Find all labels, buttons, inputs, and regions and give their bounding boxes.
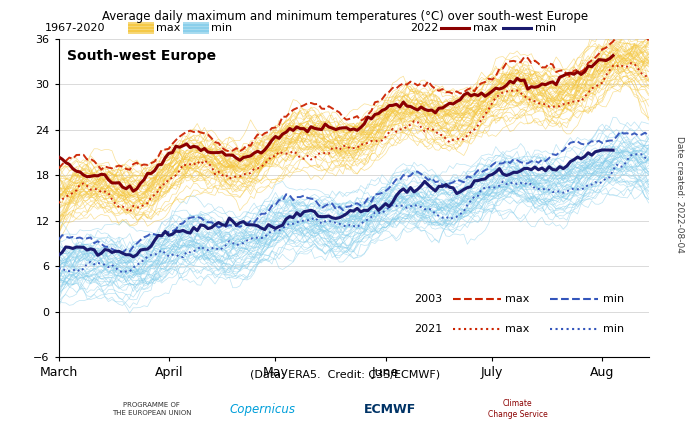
Text: 2003: 2003 [414,294,442,304]
Text: (Data: ERA5.  Credit: C3S/ECMWF): (Data: ERA5. Credit: C3S/ECMWF) [250,369,440,380]
Text: Copernicus: Copernicus [229,403,295,416]
Text: Date created: 2022-08-04: Date created: 2022-08-04 [675,136,684,253]
Text: 2022: 2022 [411,23,439,33]
Text: max: max [505,294,529,304]
Text: min: min [603,294,624,304]
FancyBboxPatch shape [128,22,154,34]
Text: ECMWF: ECMWF [364,403,416,416]
Text: 2021: 2021 [414,324,442,334]
Text: max: max [473,23,497,33]
Text: Climate
Change Service: Climate Change Service [488,399,547,419]
Text: min: min [535,23,557,33]
Text: 1967-2020: 1967-2020 [45,23,106,33]
Text: max: max [156,23,180,33]
Text: PROGRAMME OF
THE EUROPEAN UNION: PROGRAMME OF THE EUROPEAN UNION [112,402,192,416]
Text: min: min [603,324,624,334]
Text: South-west Europe: South-west Europe [68,48,217,62]
FancyBboxPatch shape [183,22,209,34]
Text: Average daily maximum and minimum temperatures (°C) over south-west Europe: Average daily maximum and minimum temper… [102,10,588,23]
Text: min: min [211,23,233,33]
Text: max: max [505,324,529,334]
